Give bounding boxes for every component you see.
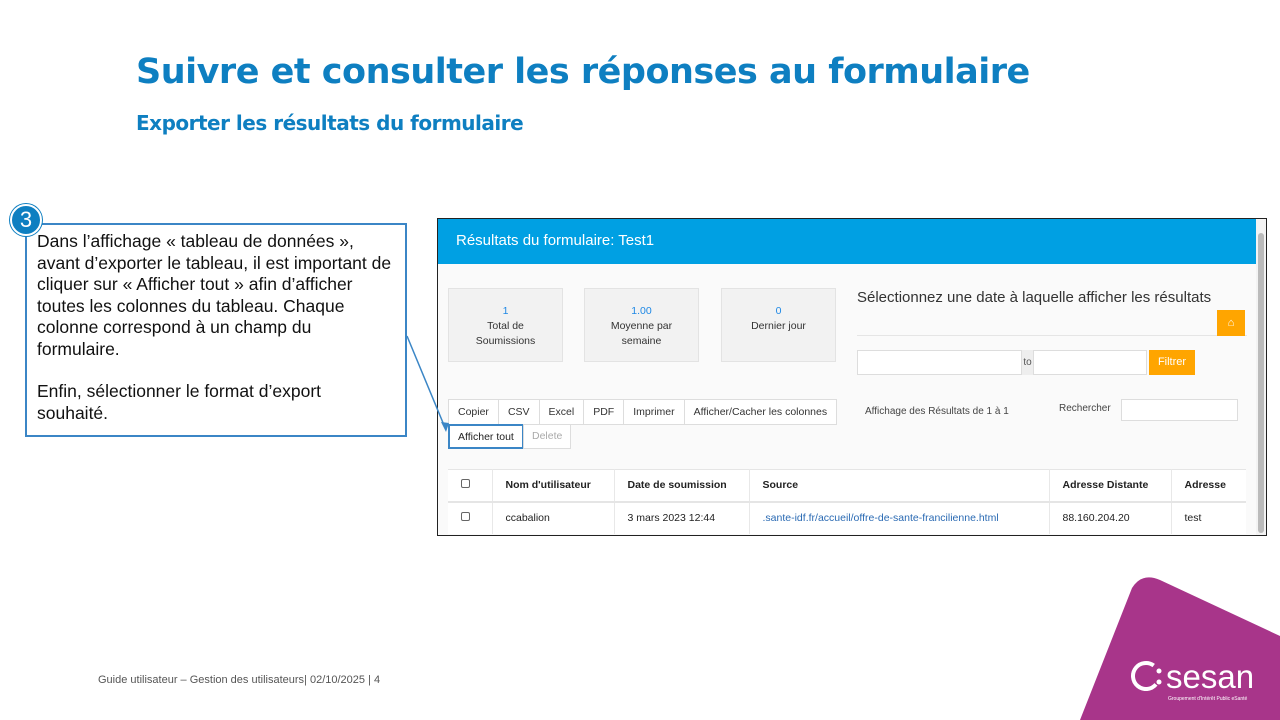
stat-value: 0 bbox=[775, 305, 782, 317]
search-input[interactable] bbox=[1121, 399, 1238, 421]
column-header[interactable]: Adresse bbox=[1171, 469, 1246, 503]
column-header[interactable]: Source bbox=[749, 469, 1050, 503]
callout-box: Dans l’affichage « tableau de données »,… bbox=[25, 223, 407, 437]
delete-button[interactable]: Delete bbox=[523, 424, 572, 449]
stat-label: Total de Soumissions bbox=[475, 320, 536, 347]
column-header[interactable]: Date de soumission bbox=[614, 469, 750, 503]
cell: 3 mars 2023 12:44 bbox=[614, 501, 750, 534]
filter-button[interactable]: Filtrer bbox=[1149, 350, 1195, 375]
copy-button[interactable]: Copier bbox=[449, 400, 499, 424]
stat-label: Moyenne par semaine bbox=[610, 320, 673, 347]
results-table: Nom d'utilisateur Date de soumission Sou… bbox=[448, 469, 1246, 534]
column-header[interactable]: Adresse Distante bbox=[1049, 469, 1172, 503]
step-badge: 3 bbox=[10, 204, 42, 236]
search-label: Rechercher bbox=[1059, 403, 1111, 414]
stat-last-day: 0 Dernier jour bbox=[721, 288, 836, 362]
cell: 88.160.204.20 bbox=[1049, 501, 1172, 534]
export-buttons: Copier CSV Excel PDF Imprimer Afficher/C… bbox=[448, 399, 838, 425]
stat-average: 1.00 Moyenne par semaine bbox=[584, 288, 699, 362]
callout-text: Dans l’affichage « tableau de données »,… bbox=[37, 231, 392, 359]
svg-text:sesan: sesan bbox=[1166, 658, 1254, 695]
select-all-checkbox[interactable] bbox=[461, 479, 470, 489]
app-header: Résultats du formulaire: Test1 bbox=[438, 219, 1256, 264]
scrollbar[interactable] bbox=[1256, 219, 1266, 535]
stat-value: 1.00 bbox=[631, 305, 652, 317]
to-label: to bbox=[1022, 350, 1033, 375]
date-from-input[interactable] bbox=[857, 350, 1022, 375]
stat-total: 1 Total de Soumissions bbox=[448, 288, 563, 362]
show-all-button[interactable]: Afficher tout bbox=[448, 424, 524, 449]
sesan-logo: sesan Groupement d'Intérêt Public eSanté bbox=[1080, 577, 1280, 720]
table-header-row: Nom d'utilisateur Date de soumission Sou… bbox=[448, 469, 1246, 503]
source-link[interactable]: .sante-idf.fr/accueil/offre-de-sante-fra… bbox=[749, 501, 1050, 534]
date-to-input[interactable] bbox=[1033, 350, 1147, 375]
toggle-columns-button[interactable]: Afficher/Cacher les colonnes bbox=[693, 406, 828, 418]
pdf-button[interactable]: PDF bbox=[584, 400, 625, 424]
results-info: Affichage des Résultats de 1 à 1 bbox=[865, 406, 1009, 417]
stat-value: 1 bbox=[502, 305, 509, 317]
row-checkbox[interactable] bbox=[461, 512, 470, 521]
callout-text: Enfin, sélectionner le format d’export s… bbox=[37, 381, 322, 423]
table-row: ccabalion 3 mars 2023 12:44 .sante-idf.f… bbox=[448, 501, 1246, 534]
svg-text:Groupement d'Intérêt Public eS: Groupement d'Intérêt Public eSanté bbox=[1168, 696, 1248, 702]
app-screenshot: Résultats du formulaire: Test1 1 Total de… bbox=[437, 218, 1267, 536]
column-header[interactable]: Nom d'utilisateur bbox=[492, 469, 615, 503]
home-icon[interactable]: ⌂ bbox=[1217, 310, 1245, 336]
slide-subtitle: Exporter les résultats du formulaire bbox=[136, 111, 524, 135]
cell: ccabalion bbox=[492, 501, 615, 534]
date-title: Sélectionnez une date à laquelle affiche… bbox=[857, 289, 1212, 306]
footer: Guide utilisateur – Gestion des utilisat… bbox=[98, 674, 381, 686]
stat-label: Dernier jour bbox=[751, 320, 806, 332]
print-button[interactable]: Imprimer bbox=[624, 400, 685, 424]
csv-button[interactable]: CSV bbox=[499, 400, 540, 424]
slide-title: Suivre et consulter les réponses au form… bbox=[136, 52, 1030, 92]
cell: test bbox=[1184, 512, 1202, 524]
excel-button[interactable]: Excel bbox=[540, 400, 585, 424]
